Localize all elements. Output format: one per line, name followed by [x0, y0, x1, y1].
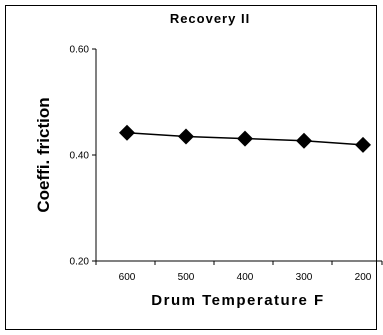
y-tick-label: 0.40	[70, 151, 90, 162]
chart-title: Recovery II	[170, 11, 250, 26]
x-tick-label: 600	[119, 272, 136, 283]
x-tick-label: 200	[355, 272, 372, 283]
y-axis-label: Coeffi. friction	[34, 97, 53, 212]
data-point-diamond	[119, 124, 135, 141]
data-point-diamond	[355, 136, 371, 153]
x-axis-label: Drum Temperature F	[151, 292, 324, 309]
data-point-diamond	[178, 128, 194, 145]
y-tick-label: 0.20	[70, 257, 90, 268]
x-tick-label: 400	[237, 272, 254, 283]
x-tick-label: 300	[296, 272, 313, 283]
y-tick-label: 0.60	[70, 45, 90, 56]
data-point-diamond	[296, 132, 312, 149]
data-point-diamond	[237, 130, 253, 147]
chart-frame	[5, 5, 377, 330]
x-tick-label: 500	[178, 272, 195, 283]
